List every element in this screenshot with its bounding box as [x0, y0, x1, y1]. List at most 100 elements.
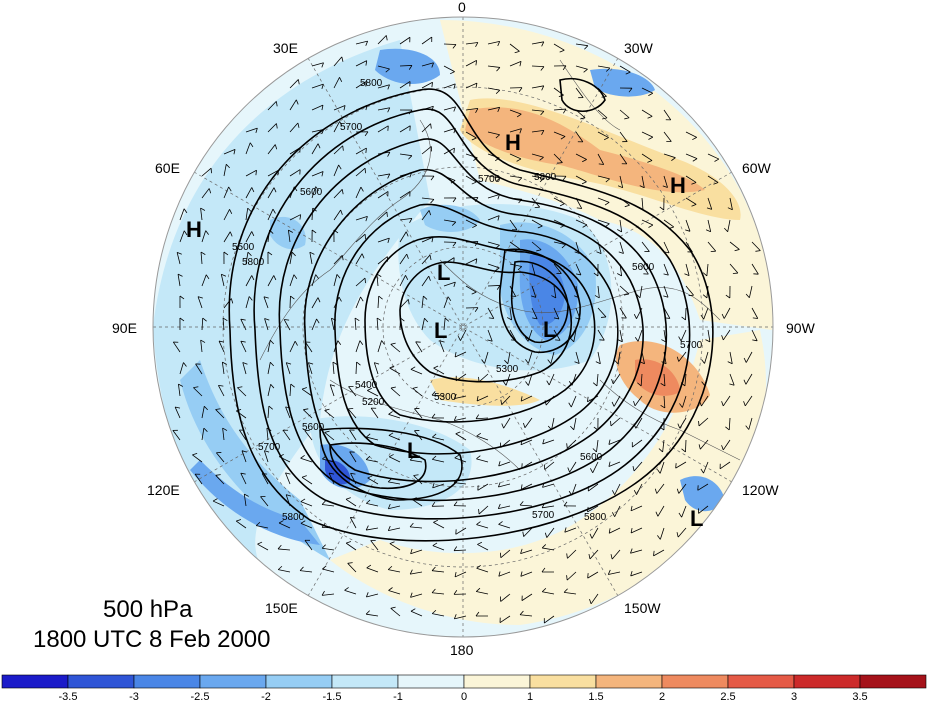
- wind-barb-flag: [561, 244, 566, 249]
- wind-barb-flag: [409, 522, 414, 528]
- wind-barb-flag: [520, 484, 523, 490]
- wind-barb-flag: [240, 340, 246, 343]
- wind-barb: [573, 417, 577, 430]
- colorbar-tick-label: -1: [393, 691, 403, 702]
- wind-barb-flag: [386, 211, 388, 217]
- lon-label-90e: 90E: [112, 320, 137, 336]
- wind-barb-flag: [648, 92, 653, 96]
- wind-barb: [216, 452, 225, 463]
- wind-barb-flag: [679, 403, 683, 408]
- wind-barb: [267, 406, 270, 419]
- wind-barb: [684, 373, 687, 386]
- wind-barb: [333, 189, 343, 199]
- wind-barb-flag: [514, 50, 520, 54]
- wind-barb: [751, 307, 759, 319]
- wind-barb-flag: [202, 317, 207, 322]
- wind-barb: [263, 296, 269, 309]
- wind-barb-flag: [385, 68, 390, 73]
- wind-barb: [597, 351, 601, 364]
- wind-barb: [509, 43, 520, 52]
- wind-barb: [521, 395, 533, 402]
- wind-barb: [266, 428, 269, 441]
- wind-barb: [201, 167, 212, 177]
- wind-barb-flag: [410, 548, 413, 554]
- wind-barb: [545, 395, 555, 406]
- wind-barb-flag: [498, 571, 501, 577]
- wind-barb-flag: [203, 427, 208, 432]
- wind-barb: [432, 394, 445, 397]
- wind-barb-flag: [457, 335, 461, 341]
- wind-barb-flag: [324, 430, 330, 433]
- wind-barb: [570, 395, 577, 408]
- wind-barb: [611, 549, 621, 560]
- wind-barb-flag: [705, 229, 711, 233]
- wind-barb-flag: [423, 295, 428, 300]
- wind-barb-flag: [524, 337, 529, 342]
- wind-barb: [223, 186, 230, 199]
- wind-barb: [388, 435, 401, 441]
- wind-barb-flag: [559, 49, 565, 53]
- wind-barb-flag: [387, 503, 391, 509]
- wind-barb: [465, 285, 477, 293]
- wind-barb-flag: [241, 450, 247, 453]
- wind-barb-flag: [389, 365, 395, 369]
- wind-barb-flag: [530, 273, 536, 276]
- wind-barb: [443, 318, 446, 331]
- low-center-label: L: [690, 506, 703, 531]
- wind-barb-flag: [315, 186, 319, 191]
- wind-barb: [630, 527, 643, 534]
- wind-barb: [245, 208, 249, 221]
- wind-barb: [377, 107, 390, 111]
- wind-barb-flag: [328, 472, 335, 475]
- wind-barb: [410, 593, 423, 598]
- wind-barb-flag: [653, 550, 655, 556]
- contour-label: 5200: [362, 397, 385, 408]
- wind-barb: [355, 186, 362, 199]
- wind-barb: [706, 285, 709, 298]
- wind-barb: [476, 458, 489, 463]
- wind-barb: [367, 390, 379, 397]
- wind-barb-flag: [624, 204, 630, 208]
- wind-barb: [421, 36, 433, 45]
- wind-barb-flag: [647, 160, 653, 163]
- wind-barb-flag: [215, 474, 221, 476]
- wind-barb: [637, 329, 643, 342]
- wind-barb: [415, 341, 423, 353]
- wind-barb: [311, 104, 324, 111]
- wind-barb-flag: [662, 185, 668, 188]
- wind-barb: [355, 233, 366, 243]
- lon-label-90w: 90W: [786, 320, 816, 336]
- wind-barb-flag: [518, 177, 523, 182]
- wind-barb: [311, 274, 317, 287]
- wind-barb-flag: [264, 318, 270, 321]
- wind-barb-flag: [574, 295, 580, 299]
- colorbar-swatch: [133, 674, 201, 689]
- wind-barb: [632, 439, 643, 448]
- wind-barb-flag: [478, 509, 480, 515]
- wind-barb: [663, 153, 676, 159]
- wind-barb-flag: [387, 107, 391, 113]
- wind-barb: [245, 275, 253, 287]
- wind-barb: [443, 175, 456, 181]
- wind-barb-flag: [449, 71, 455, 75]
- wind-barb: [597, 175, 610, 180]
- wind-barb: [267, 208, 274, 221]
- wind-barb-flag: [648, 136, 654, 140]
- wind-barb: [245, 127, 258, 133]
- wind-barb: [487, 175, 500, 179]
- colorbar-tick-label: 2: [659, 691, 665, 702]
- wind-barb-flag: [267, 251, 273, 256]
- wind-barb: [432, 483, 445, 489]
- wind-barb-flag: [618, 251, 624, 254]
- wind-barb-flag: [522, 531, 525, 537]
- wind-barb: [344, 589, 357, 595]
- wind-barb: [200, 208, 203, 221]
- wind-barb: [399, 231, 407, 243]
- wind-barb: [550, 351, 555, 364]
- wind-barb-flag: [388, 587, 393, 591]
- wind-barb-flag: [291, 251, 296, 257]
- wind-barb: [263, 450, 269, 463]
- wind-barb: [443, 281, 456, 287]
- wind-barb: [619, 197, 630, 206]
- wind-barb: [487, 241, 500, 246]
